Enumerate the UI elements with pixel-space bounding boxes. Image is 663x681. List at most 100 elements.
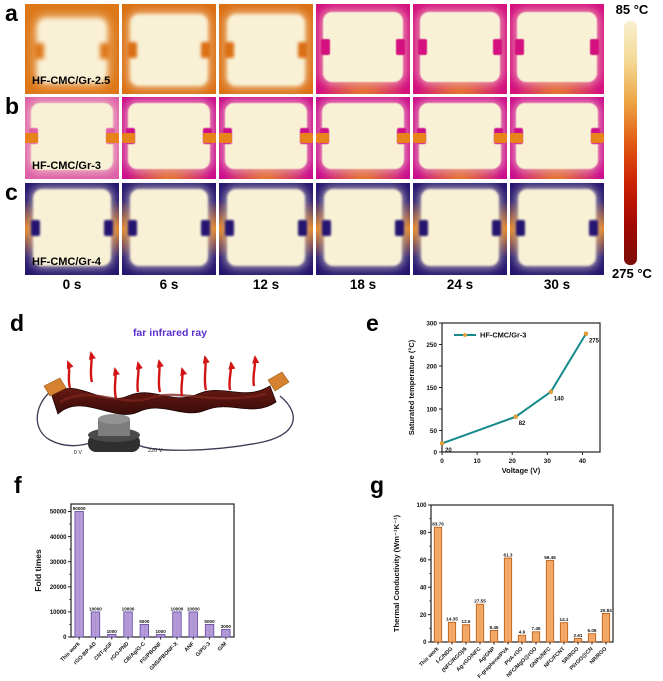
notch-left — [515, 219, 525, 236]
panel-letter-c: c — [5, 179, 18, 205]
point-label: 20 — [445, 448, 452, 454]
notch-left — [225, 41, 235, 58]
thermal-sample-region — [417, 12, 503, 83]
sample-name-label: HF-CMC/Gr-3 — [32, 160, 102, 172]
y-tick-label: 20 — [420, 613, 427, 619]
notch-right — [104, 219, 114, 236]
time-label: 0 s — [62, 277, 82, 292]
thermal-sample-region — [225, 13, 307, 86]
bar-value-label: 14.1 — [560, 617, 569, 622]
thermal-frame — [219, 97, 313, 179]
y-tick-label: 80 — [420, 531, 427, 537]
y-tick-label: 30000 — [50, 560, 67, 566]
thermal-sample-region — [30, 189, 114, 266]
thermal-sample-region — [222, 102, 310, 170]
bar-value-label: 6.06 — [588, 628, 597, 633]
time-label: 18 s — [349, 277, 377, 292]
zero-volt-label: 0 V — [74, 450, 83, 456]
bar-value-label: 10000 — [171, 606, 184, 611]
electrode-clip — [203, 133, 216, 143]
notch-left — [127, 219, 137, 236]
point-label: 275 — [589, 338, 600, 344]
electrode-clip — [510, 133, 523, 143]
bar-value-label: 50000 — [73, 506, 86, 511]
film-highlight — [59, 392, 267, 404]
x-category-label: ANF — [184, 641, 197, 654]
mains-volt-label: 220 V — [148, 448, 163, 454]
panel-letter-d: d — [10, 310, 25, 336]
bar — [74, 511, 84, 638]
x-tick-label: 30 — [544, 458, 552, 465]
electrode-clip — [106, 133, 119, 143]
colorbar-gradient — [624, 21, 637, 265]
x-tick-label: 0 — [440, 458, 444, 465]
bar — [475, 603, 485, 643]
bar-value-label: 61.3 — [504, 552, 513, 557]
sample-name-label: HF-CMC/Gr-2.5 — [32, 75, 111, 87]
thermal-frame — [122, 4, 216, 94]
x-tick-label: 10 — [474, 458, 482, 465]
y-axis-label: Fold times — [33, 549, 43, 592]
electrode-clip — [122, 133, 135, 143]
far-infrared-ray-label: far infrared ray — [133, 327, 207, 339]
notch-right — [590, 39, 600, 56]
notch-left — [224, 219, 234, 236]
notch-right — [396, 39, 406, 56]
notch-left — [128, 41, 138, 58]
notch-left — [418, 219, 428, 236]
x-tick-label: 20 — [509, 458, 517, 465]
point-label: 140 — [554, 396, 565, 402]
bar-value-label: 5000 — [139, 619, 150, 624]
electrode-clip — [591, 133, 604, 143]
time-label: 24 s — [446, 277, 474, 292]
bar-value-label: 59.46 — [544, 555, 556, 560]
bar — [221, 629, 231, 638]
fold-times-chart: 0 10000 20000 30000 40000 50000 Fold times 5000… — [33, 503, 235, 672]
notch-right — [99, 42, 109, 59]
notch-left — [417, 39, 427, 56]
thermal-sample-region — [416, 102, 504, 170]
y-tick-label: 20000 — [50, 585, 67, 591]
thermal-frame — [122, 183, 216, 275]
electrode-clip — [316, 133, 329, 143]
data-line — [441, 333, 587, 445]
time-label: 30 s — [543, 277, 571, 292]
time-label: 12 s — [252, 277, 280, 292]
electrode-clip — [397, 133, 410, 143]
panel-letter-a: a — [5, 0, 18, 26]
notch-left — [321, 219, 331, 236]
thermal-frame — [219, 4, 313, 94]
saturated-temperature-chart: 0 50 100 150 200 250 300 0 10 20 30 40 Saturated tem… — [407, 320, 601, 475]
data-point — [548, 389, 554, 395]
thermal-frame — [316, 97, 410, 179]
y-tick-label: 40 — [420, 585, 427, 591]
thermal-sample-region — [321, 189, 405, 266]
bar-value-label: 10000 — [187, 606, 200, 611]
thermal-sample-region — [418, 189, 502, 266]
notch-left — [35, 42, 45, 59]
wire-left — [36, 391, 91, 447]
thermal-frame — [510, 97, 604, 179]
bar-value-label: 27.55 — [474, 599, 486, 604]
thermal-frame — [316, 183, 410, 275]
notch-left — [30, 219, 40, 236]
y-tick-label: 10000 — [50, 610, 67, 616]
plot-border — [430, 504, 614, 643]
y-axis-label: Saturated temperature (°C) — [407, 339, 416, 435]
notch-right — [298, 219, 308, 236]
heater-film — [51, 385, 277, 415]
thermal-frame — [316, 4, 410, 94]
x-axis-label: Voltage (V) — [502, 466, 541, 475]
legend-marker — [463, 333, 467, 337]
thermal-frame — [413, 183, 507, 275]
electrode-clip — [25, 133, 38, 143]
electrode-right — [267, 371, 290, 392]
y-tick-label: 200 — [426, 363, 437, 370]
point-label: 82 — [519, 421, 526, 427]
panel-letter-g: g — [370, 472, 385, 498]
power-supply — [88, 414, 140, 452]
thermal-frame — [510, 183, 604, 275]
notch-left — [514, 39, 524, 56]
plot-border — [70, 503, 235, 638]
thermal-sample-region — [125, 102, 213, 170]
